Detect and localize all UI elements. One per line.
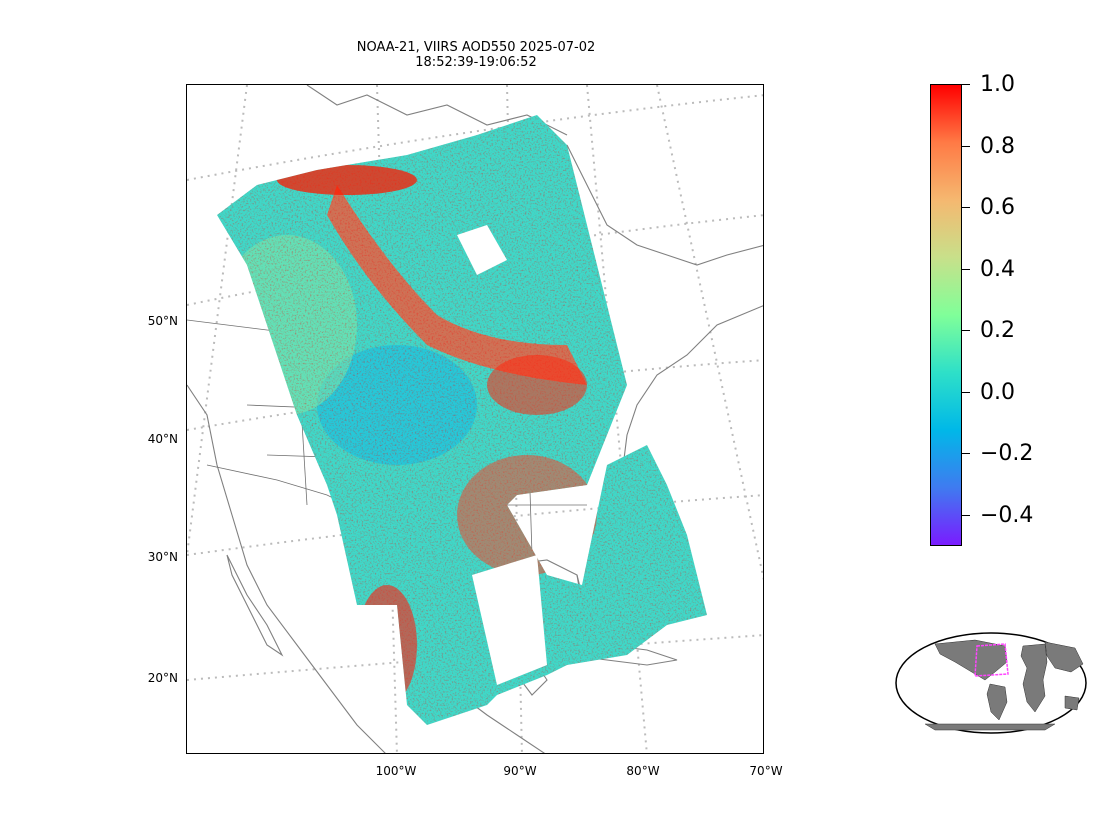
colorbar-tick-1.0: 1.0 xyxy=(962,74,1015,96)
map-panel[interactable] xyxy=(186,84,764,754)
aod-high-arctic-coast xyxy=(277,165,417,195)
colorbar-tick-0.2: 0.2 xyxy=(962,320,1015,342)
aod-high-great-lakes xyxy=(487,355,587,415)
lat-label-40: 40°N xyxy=(147,432,178,446)
aod-map-svg xyxy=(187,85,763,753)
lon-label-80: 80°W xyxy=(626,764,660,778)
colorbar-tick-0.8: 0.8 xyxy=(962,136,1015,158)
globe-continents xyxy=(924,639,1084,731)
aod-noise-high-values xyxy=(217,115,707,725)
title-line-2: 18:52:39-19:06:52 xyxy=(415,55,537,70)
colorbar-tick-0.6: 0.6 xyxy=(962,197,1015,219)
colorbar-tick-neg-0.2: −0.2 xyxy=(962,443,1033,465)
lat-label-50: 50°N xyxy=(147,314,178,328)
inset-asia xyxy=(1044,641,1084,673)
colorbar-tick-0.4: 0.4 xyxy=(962,259,1015,281)
inset-australia xyxy=(1064,695,1080,711)
inset-north-america xyxy=(934,639,1008,681)
lon-label-90: 90°W xyxy=(503,764,537,778)
lat-label-20: 20°N xyxy=(147,671,178,685)
graticule-lat-20 xyxy=(187,634,763,681)
aod-high-southeast xyxy=(457,455,597,575)
baja-california xyxy=(226,554,284,657)
lon-label-70: 70°W xyxy=(749,764,783,778)
labrador-coast xyxy=(566,144,763,266)
swath-gaps xyxy=(457,225,547,685)
title-line-1: NOAA-21, VIIRS AOD550 2025-07-02 xyxy=(356,40,596,55)
pacific-coast xyxy=(187,384,386,753)
lon-label-100: 100°W xyxy=(375,764,417,778)
colorbar xyxy=(930,84,962,546)
inset-antarctica xyxy=(924,723,1056,731)
arctic-islands xyxy=(306,85,568,136)
lat-label-30: 30°N xyxy=(147,550,178,564)
inset-region-box xyxy=(974,643,1009,677)
graticule-lon-70 xyxy=(656,85,763,581)
aod-high-mexico xyxy=(357,585,417,705)
colorbar-tick-0.0: 0.0 xyxy=(962,382,1015,404)
aod-swath xyxy=(217,115,707,725)
inset-europe-africa xyxy=(1020,643,1048,713)
map-title: NOAA-21, VIIRS AOD550 2025-07-02 18:52:3… xyxy=(186,40,766,70)
globe-inset xyxy=(895,632,1087,734)
inset-south-america xyxy=(986,683,1008,721)
graticule-lon-110 xyxy=(187,85,248,556)
swath-gap-hudson xyxy=(457,225,507,275)
swath-gap-gulf xyxy=(472,555,547,685)
colorbar-tick-neg-0.4: −0.4 xyxy=(962,505,1033,527)
